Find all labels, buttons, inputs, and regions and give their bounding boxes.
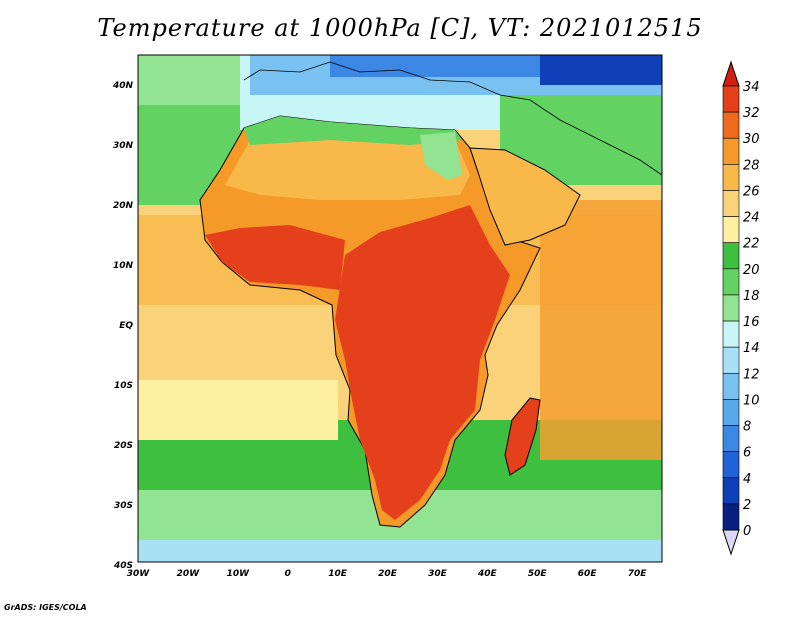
nile-green — [420, 132, 462, 180]
colorbar-level-label: 8 — [743, 420, 751, 435]
colorbar-level-label: 24 — [743, 211, 760, 226]
lat-tick-label: 30N — [113, 141, 134, 151]
lat-tick-label: 30S — [114, 501, 133, 511]
latitude-axis: 40N 30N 20N 10N EQ 10S 20S 30S 40S — [112, 81, 134, 571]
lon-tick-label: 20W — [177, 569, 201, 579]
colorbar-level-label: 30 — [743, 132, 760, 147]
lat-tick-label: 10N — [113, 261, 134, 271]
colorbar-swatch — [722, 164, 740, 191]
colorbar-swatch — [722, 294, 740, 322]
lon-tick-label: 70E — [628, 569, 648, 579]
arabia-land — [469, 147, 581, 246]
colorbar-level-label: 16 — [743, 315, 760, 330]
indian-ocean-warm — [540, 200, 662, 460]
colorbar-swatch — [722, 425, 740, 452]
colorbar-swatch — [722, 190, 740, 217]
colorbar-swatch — [722, 111, 740, 139]
lon-tick-label: 20E — [378, 569, 398, 579]
lon-tick-label: 30E — [428, 569, 448, 579]
colorbar-level-label: 10 — [743, 393, 760, 408]
colorbar-swatch — [722, 268, 740, 296]
lon-tick-label: 50E — [528, 569, 548, 579]
colorbar-swatch — [722, 216, 740, 244]
colorbar-level-label: 6 — [743, 446, 751, 461]
north-africa-green — [244, 116, 462, 145]
colorbar-swatch — [722, 242, 740, 270]
west-africa-hot — [205, 225, 345, 290]
colorbar-swatch — [722, 85, 740, 113]
lon-tick-label: 10E — [328, 569, 348, 579]
colorbar-under-triangle — [722, 529, 740, 556]
colorbar-level-label: 34 — [743, 80, 760, 95]
europe-coastline — [243, 61, 662, 176]
lon-tick-label: 0 — [285, 569, 291, 579]
colorbar-level-label: 0 — [743, 524, 751, 539]
colorbar-swatch — [722, 477, 740, 505]
lon-tick-label: 10W — [227, 569, 251, 579]
lat-tick-label: EQ — [119, 321, 133, 331]
colorbar-level-label: 18 — [743, 289, 760, 304]
colorbar-level-label: 26 — [743, 184, 760, 199]
lat-tick-label: 40N — [112, 81, 134, 91]
colorbar-swatch — [722, 503, 740, 531]
colorbar-over-triangle — [722, 60, 740, 87]
map-frame — [137, 54, 663, 563]
colorbar-level-label: 12 — [743, 367, 760, 382]
africa-hot-core — [335, 205, 510, 520]
colorbar-level-label: 32 — [743, 106, 760, 121]
lon-tick-label: 60E — [578, 569, 598, 579]
colorbar-swatch — [722, 399, 740, 426]
colorbar-swatch — [722, 137, 740, 165]
colorbar-level-label: 28 — [743, 158, 760, 173]
map-field — [138, 55, 662, 562]
asia-coldest — [540, 55, 662, 85]
lat-tick-label: 10S — [114, 381, 133, 391]
north-atlantic-cold — [138, 55, 248, 105]
lat-tick-label: 40S — [113, 561, 133, 571]
south-ocean-yellow — [138, 380, 338, 440]
lat-tick-label: 20S — [114, 441, 133, 451]
colorbar-level-label: 20 — [743, 263, 760, 278]
colorbar-swatch — [722, 320, 740, 348]
longitude-axis: 30W 20W 10W 0 10E 20E 30E 40E 50E 60E 70E — [127, 569, 647, 579]
sahara-warm — [225, 135, 470, 200]
madagascar — [504, 397, 541, 476]
lon-tick-label: 40E — [477, 569, 498, 579]
colorbar-level-label: 14 — [743, 341, 760, 356]
map-title: Temperature at 1000hPa [C], VT: 20210125… — [97, 14, 703, 42]
colorbar-swatch — [722, 346, 740, 374]
lat-tick-label: 20N — [113, 201, 134, 211]
colorbar-level-label: 22 — [743, 237, 760, 252]
colorbar-level-label: 4 — [743, 472, 751, 487]
colorbar-swatch — [722, 372, 740, 400]
lon-tick-label: 30W — [127, 569, 151, 579]
colorbar-swatch — [722, 451, 740, 479]
grads-credit: GrADS: IGES/COLA — [4, 603, 87, 612]
colorbar-level-label: 2 — [743, 498, 751, 513]
south-ocean-cyan — [138, 540, 662, 562]
